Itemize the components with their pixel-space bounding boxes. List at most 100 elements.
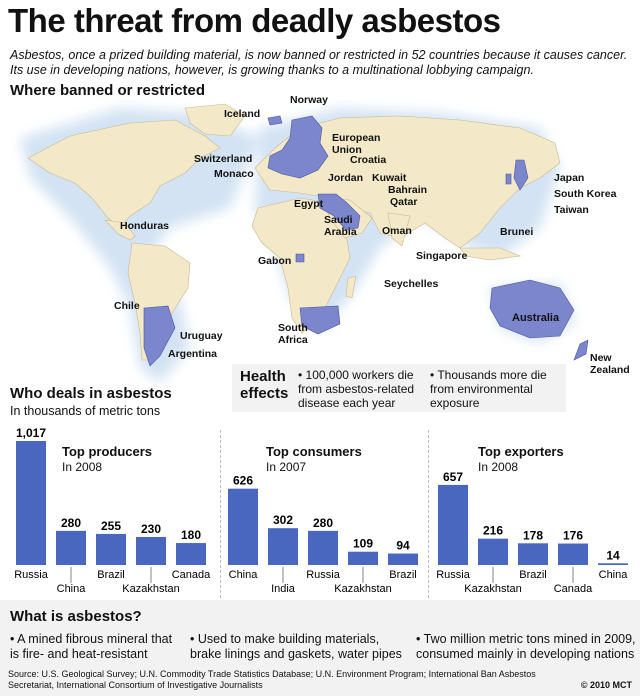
map-label-switzerland: Switzerland [194, 153, 253, 165]
bar [16, 441, 46, 565]
exporters-subtitle: In 2008 [478, 460, 519, 474]
region-gabon [295, 253, 305, 263]
bar-value-label: 280 [313, 516, 333, 530]
health-effect-item: • 100,000 workers die from asbestos-rela… [298, 368, 415, 410]
page-title: The threat from deadly asbestos [8, 2, 501, 39]
bar-value-label: 178 [523, 528, 543, 542]
banned-regions [143, 115, 589, 367]
north-america [27, 119, 221, 229]
bar [136, 536, 166, 565]
map-label-argentina: Argentina [168, 348, 218, 360]
what-item: • A mined fibrous mineral that is fire- … [10, 632, 173, 661]
category-label: Russia [14, 569, 49, 581]
what-is-asbestos-title: What is asbestos? [10, 608, 142, 625]
category-label: Kazakhstan [122, 583, 179, 595]
bar [558, 543, 588, 565]
map-label-seychelles: Seychelles [384, 278, 439, 290]
bar-value-label: 626 [233, 474, 253, 488]
bar [348, 551, 378, 565]
region-japan [513, 159, 529, 191]
what-is-asbestos-box: What is asbestos? • A mined fibrous mine… [0, 600, 640, 696]
producers-title: Top producers [62, 444, 153, 459]
bar [56, 530, 86, 565]
map-label-south-africa: South Africa [278, 322, 308, 346]
map-label-eu: European Union [332, 132, 381, 156]
map-label-oman: Oman [382, 225, 412, 237]
map-label-bahrain: Bahrain [388, 184, 428, 196]
map-label-brunei: Brunei [500, 226, 534, 238]
region-iceland [267, 115, 283, 126]
health-effects-title: Health effects [240, 368, 289, 402]
consumers-subtitle: In 2007 [266, 460, 307, 474]
category-label: Kazakhstan [334, 583, 391, 595]
category-label: Canada [172, 569, 211, 581]
map-label-jordan: Jordan [328, 172, 364, 184]
bar-value-label: 302 [273, 513, 293, 527]
region-egypt-arabia [317, 193, 361, 231]
bar [308, 530, 338, 565]
region-new-zealand [573, 339, 589, 361]
map-label-egypt: Egypt [294, 198, 324, 210]
region-chile-argentina [143, 305, 176, 367]
map-label-singapore: Singapore [416, 250, 468, 262]
what-item: • Two million metric tons mined in 2009,… [416, 632, 636, 661]
map-label-australia: Australia [512, 312, 560, 324]
category-label: China [229, 569, 259, 581]
what-item: • Used to make building materials, brake… [190, 632, 402, 661]
central-america [104, 219, 136, 241]
consumers-title: Top consumers [266, 444, 362, 459]
bar-value-label: 14 [606, 548, 620, 562]
land [27, 103, 561, 361]
health-effect-item: • Thousands more die from environmental … [430, 368, 547, 410]
map-label-uruguay: Uruguay [180, 330, 223, 342]
source-note: Source: U.S. Geological Survey; U.N. Com… [8, 669, 536, 690]
bar-value-label: 109 [353, 537, 373, 551]
credit: © 2010 MCT [580, 680, 632, 690]
category-label: Russia [436, 569, 471, 581]
category-label: Canada [554, 583, 593, 595]
bar-value-label: 94 [396, 539, 410, 553]
bar-value-label: 176 [563, 529, 583, 543]
map-label-japan: Japan [554, 172, 585, 184]
bar [598, 563, 628, 565]
bar [176, 543, 206, 565]
page-subtitle: Asbestos, once a prized building materia… [10, 48, 628, 77]
map-label-gabon: Gabon [258, 255, 292, 267]
map-label-saudi-arabia: Saudi Arabia [324, 214, 357, 238]
map-label-croatia: Croatia [350, 154, 387, 166]
map-label-monaco: Monaco [214, 168, 254, 180]
map-label-taiwan: Taiwan [554, 204, 589, 216]
bar-value-label: 1,017 [16, 426, 46, 440]
map-label-new-zealand: New Zealand [590, 352, 630, 376]
world-map-svg [20, 103, 589, 383]
health-effects-box: Health effects • 100,000 workers die fro… [232, 364, 566, 412]
bar-value-label: 216 [483, 524, 503, 538]
world-map: Norway Iceland European Union Switzerlan… [0, 94, 640, 398]
category-label: Brazil [389, 569, 417, 581]
exporters-title: Top exporters [478, 444, 564, 459]
deals-heading: Who deals in asbestos [10, 385, 172, 402]
category-label: China [599, 569, 629, 581]
panel-divider [428, 430, 429, 598]
india [387, 212, 411, 247]
madagascar [345, 275, 357, 299]
region-norway-eu [267, 115, 329, 179]
category-label: Brazil [97, 569, 125, 581]
category-label: Kazakhstan [464, 583, 521, 595]
region-korea [505, 173, 512, 185]
bar-charts: 1,017 Russia 280 China 255 Brazil 230 Kazakhsta… [14, 426, 629, 595]
map-label-chile: Chile [114, 300, 140, 312]
bar [228, 488, 258, 565]
bar [478, 538, 508, 565]
bar [96, 533, 126, 565]
bar [388, 553, 418, 565]
map-label-kuwait: Kuwait [372, 172, 407, 184]
bar [518, 543, 548, 565]
region-australia [489, 279, 575, 339]
bar [438, 484, 468, 565]
indonesia [459, 247, 522, 261]
bar-value-label: 255 [101, 519, 121, 533]
bar-value-label: 230 [141, 522, 161, 536]
units-note: In thousands of metric tons [10, 404, 161, 418]
bar [268, 528, 298, 565]
